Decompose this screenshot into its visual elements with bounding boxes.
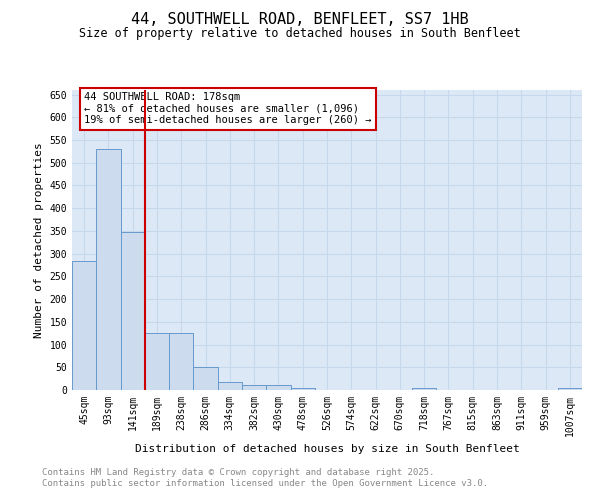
- Bar: [242, 386, 266, 390]
- Bar: [218, 382, 242, 390]
- Y-axis label: Number of detached properties: Number of detached properties: [34, 142, 44, 338]
- Bar: [558, 388, 582, 390]
- Bar: [72, 262, 96, 390]
- Bar: [266, 386, 290, 390]
- Bar: [145, 333, 169, 390]
- Bar: [96, 149, 121, 390]
- Bar: [169, 333, 193, 390]
- Text: Contains HM Land Registry data © Crown copyright and database right 2025.
Contai: Contains HM Land Registry data © Crown c…: [42, 468, 488, 487]
- Text: 44 SOUTHWELL ROAD: 178sqm
← 81% of detached houses are smaller (1,096)
19% of se: 44 SOUTHWELL ROAD: 178sqm ← 81% of detac…: [84, 92, 371, 126]
- Text: Size of property relative to detached houses in South Benfleet: Size of property relative to detached ho…: [79, 28, 521, 40]
- Bar: [121, 232, 145, 390]
- Text: 44, SOUTHWELL ROAD, BENFLEET, SS7 1HB: 44, SOUTHWELL ROAD, BENFLEET, SS7 1HB: [131, 12, 469, 28]
- Bar: [412, 388, 436, 390]
- Bar: [290, 388, 315, 390]
- Bar: [193, 368, 218, 390]
- X-axis label: Distribution of detached houses by size in South Benfleet: Distribution of detached houses by size …: [134, 444, 520, 454]
